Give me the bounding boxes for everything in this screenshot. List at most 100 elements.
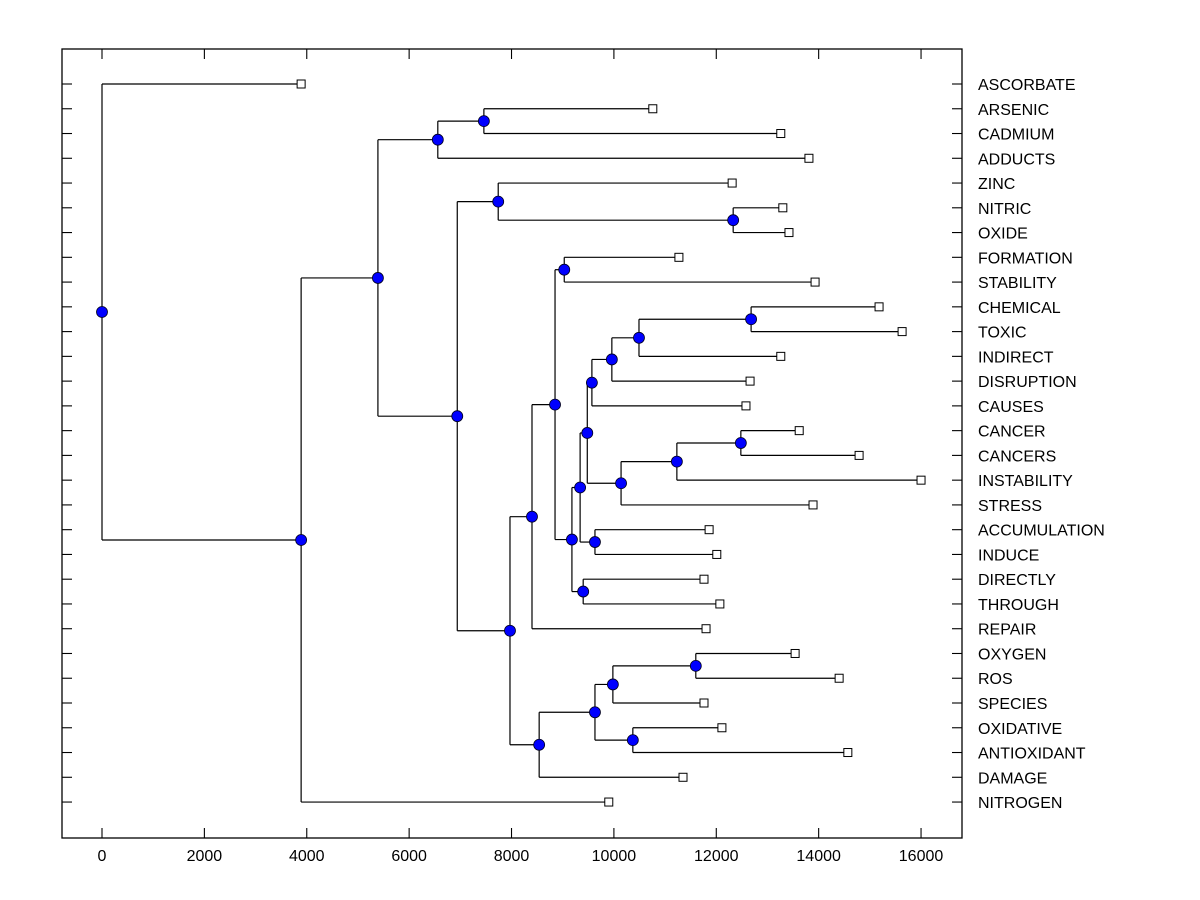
leaf-marker-cadmium: [776, 129, 786, 139]
leaf-labels: ASCORBATE ARSENIC CADMIUM ADDUCTS ZINC NITRIC…: [978, 77, 1105, 812]
internal-node-marker: [504, 624, 516, 637]
leaf-label-accumulation: ACCUMULATION: [978, 523, 1105, 540]
internal-node-marker: [734, 437, 747, 449]
leaf-marker-induce: [712, 549, 722, 559]
x-tick-label: 0: [98, 848, 107, 865]
leaf-marker-stress: [808, 500, 818, 510]
leaf-label-cadmium: CADMIUM: [978, 127, 1054, 144]
internal-node-marker: [605, 353, 618, 366]
leaf-label-repair: REPAIR: [978, 622, 1036, 639]
leaf-marker-instability: [916, 475, 926, 485]
internal-node-marker: [670, 455, 683, 468]
y-axis-ticks: [62, 83, 962, 803]
x-tick-label: 8000: [494, 848, 530, 865]
leaf-marker-adducts: [804, 153, 814, 163]
x-tick-label: 16000: [899, 848, 944, 865]
leaf-marker-stability: [810, 277, 820, 287]
leaf-marker-ros: [834, 673, 844, 683]
leaf-label-indirect: INDIRECT: [978, 349, 1054, 366]
leaf-label-species: SPECIES: [978, 696, 1047, 713]
leaf-marker-accumulation: [704, 525, 714, 535]
leaf-markers: [296, 79, 926, 807]
leaf-marker-arsenic: [648, 104, 658, 114]
internal-node-marker: [566, 533, 578, 546]
leaf-label-stability: STABILITY: [978, 275, 1057, 292]
leaf-marker-repair: [701, 624, 711, 634]
leaf-marker-through: [715, 599, 725, 609]
internal-node-marker: [526, 510, 538, 523]
axes: [61, 48, 963, 839]
x-tick-label: 2000: [187, 848, 223, 865]
leaf-marker-cancer: [794, 426, 804, 436]
leaf-marker-toxic: [897, 327, 907, 337]
leaf-marker-indirect: [776, 351, 786, 361]
leaf-label-ros: ROS: [978, 671, 1013, 688]
x-tick-label: 12000: [694, 848, 739, 865]
leaf-label-causes: CAUSES: [978, 399, 1044, 416]
leaf-marker-oxygen: [790, 648, 800, 658]
x-tick-label: 14000: [796, 848, 841, 865]
x-tick-label: 10000: [592, 848, 637, 865]
leaf-marker-antioxidant: [843, 748, 853, 758]
internal-node-marker: [615, 477, 627, 490]
leaf-marker-nitric: [778, 203, 788, 213]
leaf-label-instability: INSTABILITY: [978, 473, 1073, 490]
leaf-label-oxygen: OXYGEN: [978, 646, 1046, 663]
leaf-label-oxidative: OXIDATIVE: [978, 721, 1062, 738]
leaf-marker-chemical: [874, 302, 884, 312]
leaf-marker-directly: [699, 574, 709, 584]
internal-node-marker: [589, 536, 601, 548]
leaf-label-stress: STRESS: [978, 498, 1042, 515]
plot-frame: [61, 48, 963, 839]
internal-node-marker: [745, 313, 757, 326]
internal-node-marker: [606, 678, 619, 691]
x-axis-ticks: 0 2000 4000 6000 8000 10000 12000 14000 16000: [98, 49, 944, 865]
leaf-label-toxic: TOXIC: [978, 325, 1027, 342]
internal-node-marker: [477, 115, 490, 128]
x-tick-label: 6000: [391, 848, 427, 865]
internal-node-marker: [581, 427, 594, 439]
leaf-marker-oxide: [784, 228, 794, 238]
leaf-label-zinc: ZINC: [978, 176, 1015, 193]
leaf-label-adducts: ADDUCTS: [978, 151, 1055, 168]
internal-node-marker: [558, 263, 571, 276]
leaf-marker-damage: [678, 772, 688, 782]
leaf-label-disruption: DISRUPTION: [978, 374, 1077, 391]
leaf-label-arsenic: ARSENIC: [978, 102, 1049, 119]
internal-node-markers: [96, 115, 757, 751]
leaf-marker-zinc: [727, 178, 737, 188]
leaf-label-formation: FORMATION: [978, 250, 1073, 267]
leaf-label-damage: DAMAGE: [978, 770, 1047, 787]
leaf-marker-causes: [741, 401, 751, 411]
leaf-label-through: THROUGH: [978, 597, 1059, 614]
leaf-label-nitric: NITRIC: [978, 201, 1031, 218]
internal-node-marker: [626, 734, 639, 747]
leaf-label-oxide: OXIDE: [978, 226, 1028, 243]
internal-node-marker: [633, 331, 645, 344]
leaf-label-ascorbate: ASCORBATE: [978, 77, 1076, 94]
internal-node-marker: [689, 659, 702, 672]
leaf-marker-formation: [674, 252, 684, 262]
internal-node-marker: [431, 133, 444, 146]
internal-node-marker: [574, 481, 587, 494]
leaf-label-antioxidant: ANTIOXIDANT: [978, 746, 1086, 763]
leaf-marker-nitrogen: [604, 797, 614, 807]
leaf-label-cancers: CANCERS: [978, 448, 1056, 465]
leaf-marker-disruption: [745, 376, 755, 386]
internal-node-marker: [96, 306, 108, 318]
internal-node-marker: [533, 738, 546, 751]
branches: [101, 83, 922, 803]
internal-node-marker: [492, 195, 505, 208]
internal-node-marker: [577, 585, 590, 598]
leaf-marker-cancers: [854, 450, 864, 460]
internal-node-marker: [589, 706, 601, 719]
leaf-label-nitrogen: NITROGEN: [978, 795, 1062, 812]
internal-node-marker: [727, 214, 740, 227]
leaf-label-chemical: CHEMICAL: [978, 300, 1061, 317]
x-tick-label: 4000: [289, 848, 325, 865]
internal-node-marker: [549, 398, 561, 411]
leaf-label-directly: DIRECTLY: [978, 572, 1056, 589]
leaf-marker-ascorbate: [296, 79, 306, 89]
internal-node-marker: [451, 410, 464, 423]
